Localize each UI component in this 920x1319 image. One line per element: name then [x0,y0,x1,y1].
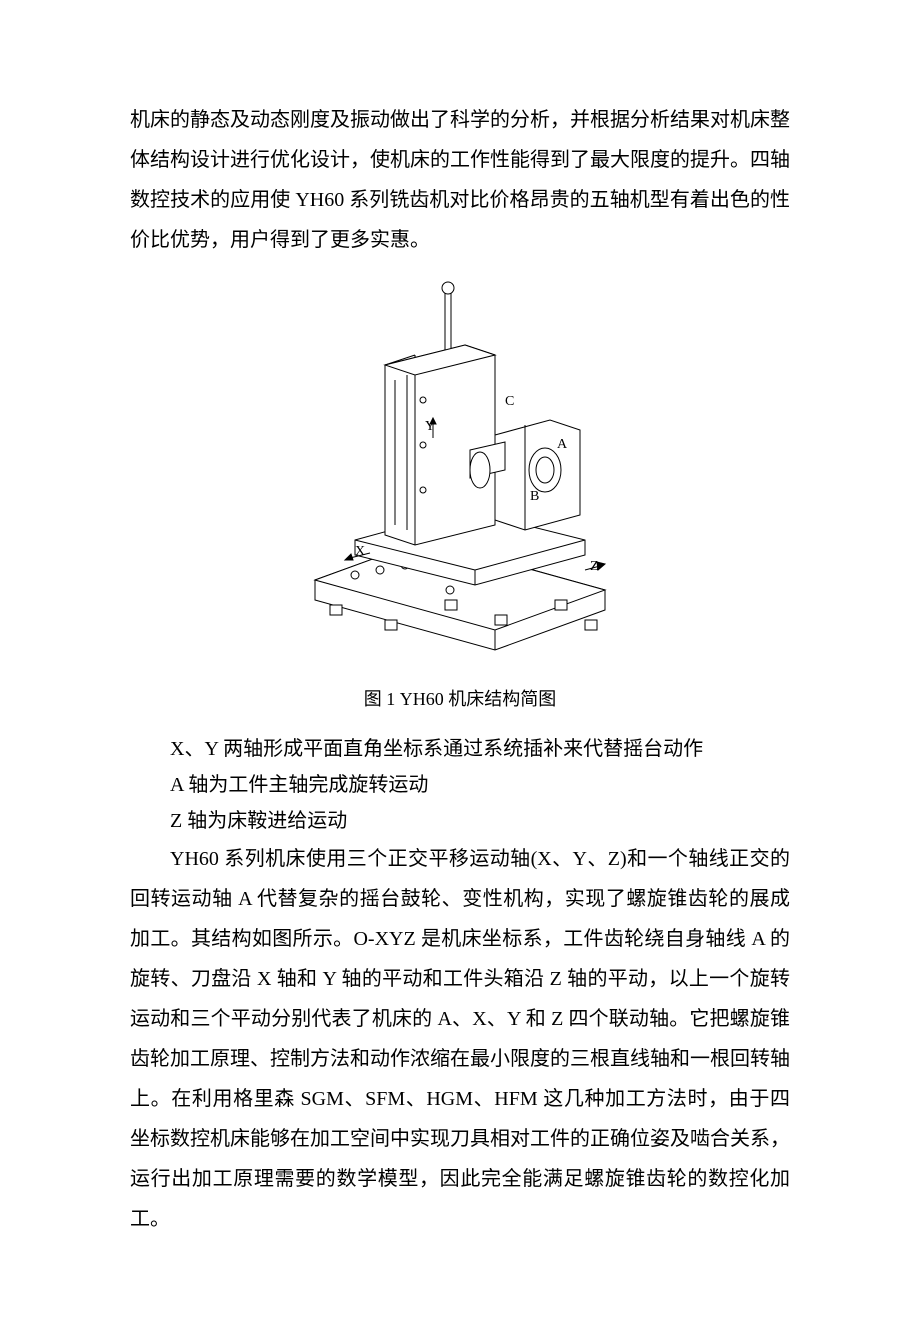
axis-label-a: A [557,437,568,452]
axis-label-c: C [505,394,514,409]
figure-caption: 图 1 YH60 机床结构简图 [130,685,790,711]
document-page: 机床的静态及动态刚度及振动做出了科学的分析，并根据分析结果对机床整体结构设计进行… [0,0,920,1319]
axis-label-b: B [530,489,539,504]
bullet-3: Z 轴为床鞍进给运动 [130,803,790,839]
machine-diagram: Y C A B X Z [295,270,625,660]
bullet-2: A 轴为工件主轴完成旋转运动 [130,767,790,803]
paragraph-top: 机床的静态及动态刚度及振动做出了科学的分析，并根据分析结果对机床整体结构设计进行… [130,100,790,260]
paragraph-bottom: YH60 系列机床使用三个正交平移运动轴(X、Y、Z)和一个轴线正交的回转运动轴… [130,839,790,1239]
bullet-1: X、Y 两轴形成平面直角坐标系通过系统插补来代替摇台动作 [130,731,790,767]
figure-container: Y C A B X Z [130,270,790,665]
